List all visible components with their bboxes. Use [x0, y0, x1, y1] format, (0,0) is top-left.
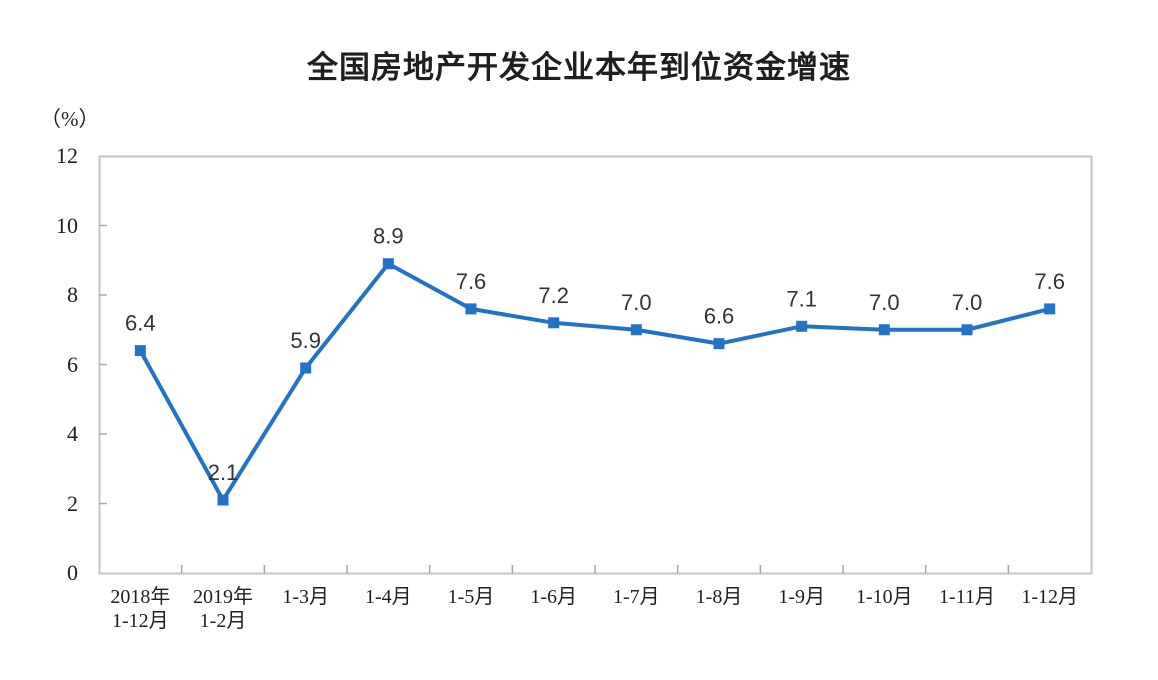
- data-label: 7.0: [621, 290, 652, 315]
- x-axis-label-line: 2019年: [193, 586, 253, 608]
- chart-title: 全国房地产开发企业本年到位资金增速: [307, 50, 851, 85]
- x-axis-label: 1-11月: [907, 585, 1027, 609]
- y-axis-tick-label: 12: [56, 143, 78, 168]
- y-axis-tick-label: 8: [67, 282, 78, 307]
- x-axis-label-line: 1-11月: [939, 586, 995, 608]
- data-point-marker: [382, 258, 394, 270]
- data-label: 2.1: [208, 460, 239, 485]
- x-axis-label-line: 1-2月: [199, 610, 247, 632]
- data-point-marker: [300, 362, 312, 374]
- data-label: 5.9: [290, 328, 321, 353]
- x-axis-label-line: 1-8月: [695, 586, 743, 608]
- data-point-marker: [878, 324, 890, 336]
- x-axis-label: 2018年 1-12月: [80, 585, 200, 633]
- data-label: 7.6: [456, 269, 487, 294]
- x-axis-label-line: 1-5月: [447, 586, 495, 608]
- data-point-marker: [548, 317, 560, 329]
- plot-border: [98, 155, 1093, 575]
- x-axis-label: 1-9月: [742, 585, 862, 609]
- data-point-marker: [796, 320, 808, 332]
- data-label: 8.9: [373, 224, 404, 249]
- data-point-marker: [134, 345, 146, 357]
- x-axis-label-line: 1-10月: [855, 586, 913, 608]
- y-axis-tick-label: 2: [67, 490, 78, 516]
- x-axis-label: 1-6月: [494, 585, 614, 609]
- data-label: 6.6: [704, 304, 735, 329]
- series-line: [138, 261, 1052, 503]
- x-axis-label: 1-10月: [824, 585, 944, 609]
- data-label: 7.6: [1034, 269, 1065, 294]
- data-label: 7.2: [538, 283, 569, 308]
- x-axis-label: 1-4月: [328, 585, 448, 609]
- x-axis-label: 1-3月: [246, 585, 366, 609]
- x-axis-label-line: 1-12月: [111, 610, 169, 632]
- x-axis-label: 1-7月: [576, 585, 696, 609]
- x-axis-label-line: 1-9月: [778, 586, 825, 608]
- data-point-marker: [1044, 303, 1056, 315]
- x-axis-label-line: 2018年: [110, 586, 171, 608]
- data-point-marker: [217, 494, 229, 506]
- y-axis-tick-label: 6: [67, 351, 78, 377]
- y-axis-tick-label: 0: [67, 560, 78, 585]
- data-label: 7.1: [786, 286, 817, 311]
- data-label: 6.4: [125, 311, 156, 336]
- data-point-marker: [961, 324, 973, 336]
- data-label: 7.0: [869, 290, 900, 315]
- x-axis-label-line: 1-4月: [364, 586, 412, 608]
- y-axis-unit-label: （%）: [40, 107, 100, 131]
- x-axis-label: 1-8月: [659, 585, 779, 609]
- x-axis-label: 1-5月: [411, 585, 531, 609]
- x-axis-label-line: 1-3月: [282, 586, 329, 608]
- x-axis-label-line: 1-6月: [530, 586, 577, 608]
- x-axis-label: 2019年 1-2月: [163, 585, 283, 633]
- x-axis-label-line: 1-12月: [1021, 586, 1078, 608]
- y-axis-tick-label: 4: [67, 421, 78, 446]
- x-axis-label: 1-12月: [990, 585, 1110, 609]
- data-point-marker: [465, 303, 477, 315]
- data-label: 7.0: [952, 290, 983, 315]
- data-point-marker: [713, 338, 725, 350]
- data-point-marker: [630, 324, 642, 336]
- x-axis-label-line: 1-7月: [612, 586, 660, 608]
- y-axis-tick-label: 10: [56, 212, 78, 238]
